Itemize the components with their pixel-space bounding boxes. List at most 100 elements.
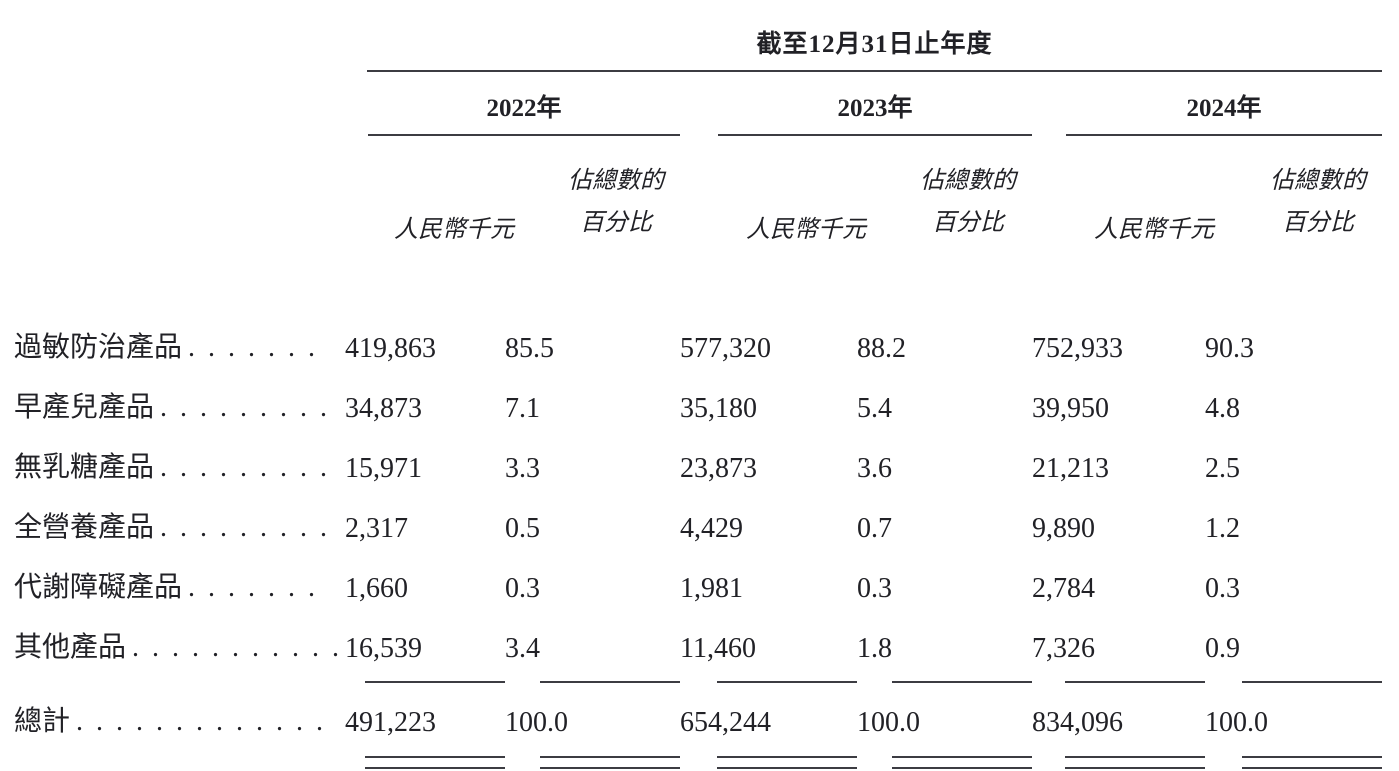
pct-label-line2: 百分比	[580, 210, 652, 236]
row-label-cell: 全營養產品.........	[14, 485, 345, 545]
amount-cell-2022: 2,317	[345, 513, 408, 544]
pct-cell-2023: 0.3	[857, 573, 892, 604]
pct-cell-2024: 1.2	[1205, 513, 1240, 544]
row-label-cell: 早產兒產品.........	[14, 365, 345, 425]
pct-label-line2: 百分比	[1282, 210, 1355, 236]
total-double-rule-row	[14, 739, 1383, 769]
pct-cell-2024: 90.3	[1205, 333, 1254, 364]
table-row-allergy: 過敏防治產品....... 419,863 85.5 577,320 88.2 …	[14, 305, 1382, 365]
amount-cell-2022: 419,863	[345, 333, 436, 364]
amount-unit-label: 人民幣千元	[746, 217, 866, 243]
dot-leader: .......	[188, 572, 329, 603]
table-title-row: 截至12月31日止年度	[14, 0, 1383, 72]
year-header-row: 2022年 2023年 2024年	[14, 72, 1383, 136]
year-underline-2024: 2024年	[1066, 72, 1383, 136]
total-pct-2022: 100.0	[505, 707, 568, 738]
pct-cell-2022: 3.3	[505, 453, 540, 484]
pct-cell-2023: 1.8	[857, 633, 892, 664]
empty-cell	[14, 72, 345, 136]
row-label: 無乳糖產品	[14, 452, 155, 483]
double-rule-cell	[345, 739, 505, 769]
year-underline-2023: 2023年	[718, 72, 1032, 136]
pct-of-total-label: 佔總數的 百分比	[1270, 160, 1366, 244]
column-rule	[540, 681, 680, 683]
column-rule-cell	[857, 665, 1032, 683]
year-label-2024: 2024年	[1186, 95, 1262, 122]
row-label-cell: 無乳糖產品.........	[14, 425, 345, 485]
amount-cell-2022: 15,971	[345, 453, 422, 484]
year-group-2024: 2024年	[1032, 72, 1383, 136]
spacer-row	[14, 244, 1382, 305]
double-rule	[1242, 756, 1383, 769]
pct-label-line1: 佔總數的	[568, 168, 664, 194]
subtotal-rule-row	[14, 665, 1383, 683]
pct-cell-2024: 4.8	[1205, 393, 1240, 424]
amount-cell-2022: 16,539	[345, 633, 422, 664]
double-rule-cell	[505, 739, 680, 769]
year-group-2022: 2022年	[345, 72, 680, 136]
empty-cell	[14, 136, 345, 244]
amount-unit-label: 人民幣千元	[1094, 217, 1214, 243]
column-rule	[892, 681, 1032, 683]
row-label: 代謝障礙產品	[14, 572, 183, 603]
table-row-total: 總計............. 491,223 100.0 654,244 10…	[14, 683, 1382, 739]
amount-cell-2024: 9,890	[1032, 513, 1095, 544]
pct-of-total-label: 佔總數的 百分比	[920, 160, 1016, 244]
amount-cell-2023: 1,981	[680, 573, 743, 604]
dot-leader: .........	[160, 452, 341, 483]
subheader-pct-2023: 佔總數的 百分比	[857, 136, 1032, 244]
double-rule-cell	[680, 739, 857, 769]
column-rule	[1065, 681, 1205, 683]
amount-cell-2024: 39,950	[1032, 393, 1109, 424]
total-amount-2024: 834,096	[1032, 707, 1123, 738]
pct-cell-2022: 3.4	[505, 633, 540, 664]
pct-label-line1: 佔總數的	[920, 168, 1016, 194]
table-title: 截至12月31日止年度	[756, 31, 993, 58]
double-rule	[1065, 756, 1205, 769]
subheader-amount-2023: 人民幣千元	[680, 136, 866, 244]
subheader-amount-2022: 人民幣千元	[345, 136, 514, 244]
row-label: 全營養產品	[14, 512, 155, 543]
column-rule-cell	[1032, 665, 1205, 683]
pct-label-line1: 佔總數的	[1270, 168, 1367, 194]
column-rule-cell	[680, 665, 857, 683]
revenue-by-product-table: 截至12月31日止年度 2022年 2023年 2024年	[14, 0, 1383, 769]
amount-cell-2024: 7,326	[1032, 633, 1095, 664]
amount-cell-2023: 35,180	[680, 393, 757, 424]
title-rule: 截至12月31日止年度	[367, 0, 1383, 72]
table-row-full-nutrition: 全營養產品......... 2,317 0.5 4,429 0.7 9,890…	[14, 485, 1382, 545]
amount-cell-2023: 4,429	[680, 513, 743, 544]
pct-cell-2022: 0.3	[505, 573, 540, 604]
column-rule-cell	[505, 665, 680, 683]
total-label-cell: 總計.............	[14, 683, 345, 739]
pct-cell-2024: 0.3	[1205, 573, 1240, 604]
dot-leader: ...........	[132, 632, 353, 663]
amount-cell-2023: 23,873	[680, 453, 757, 484]
amount-cell-2024: 2,784	[1032, 573, 1095, 604]
pct-cell-2023: 3.6	[857, 453, 892, 484]
table-row-lactose-free: 無乳糖產品......... 15,971 3.3 23,873 3.6 21,…	[14, 425, 1382, 485]
row-label: 過敏防治產品	[14, 332, 183, 363]
total-pct-2023: 100.0	[857, 707, 920, 738]
pct-cell-2024: 2.5	[1205, 453, 1240, 484]
empty-corner-cell	[14, 0, 345, 72]
year-underline-2022: 2022年	[368, 72, 680, 136]
year-group-2023: 2023年	[680, 72, 1032, 136]
row-label-cell: 其他產品...........	[14, 605, 345, 665]
total-pct-2024: 100.0	[1205, 707, 1268, 738]
row-label-cell: 代謝障礙產品.......	[14, 545, 345, 605]
subheader-amount-2024: 人民幣千元	[1032, 136, 1214, 244]
amount-cell-2023: 11,460	[680, 633, 756, 664]
subheader-row: 人民幣千元 佔總數的 百分比 人民幣千元 佔總數的 百分比	[14, 136, 1382, 244]
pct-cell-2023: 5.4	[857, 393, 892, 424]
dot-leader: .............	[76, 706, 337, 737]
table-row-other: 其他產品........... 16,539 3.4 11,460 1.8 7,…	[14, 605, 1382, 665]
double-rule-cell	[1205, 739, 1383, 769]
year-label-2022: 2022年	[486, 95, 562, 122]
double-rule	[717, 756, 857, 769]
pct-cell-2022: 85.5	[505, 333, 554, 364]
total-amount-2022: 491,223	[345, 707, 436, 738]
amount-cell-2023: 577,320	[680, 333, 771, 364]
pct-cell-2023: 88.2	[857, 333, 906, 364]
amount-cell-2024: 752,933	[1032, 333, 1123, 364]
